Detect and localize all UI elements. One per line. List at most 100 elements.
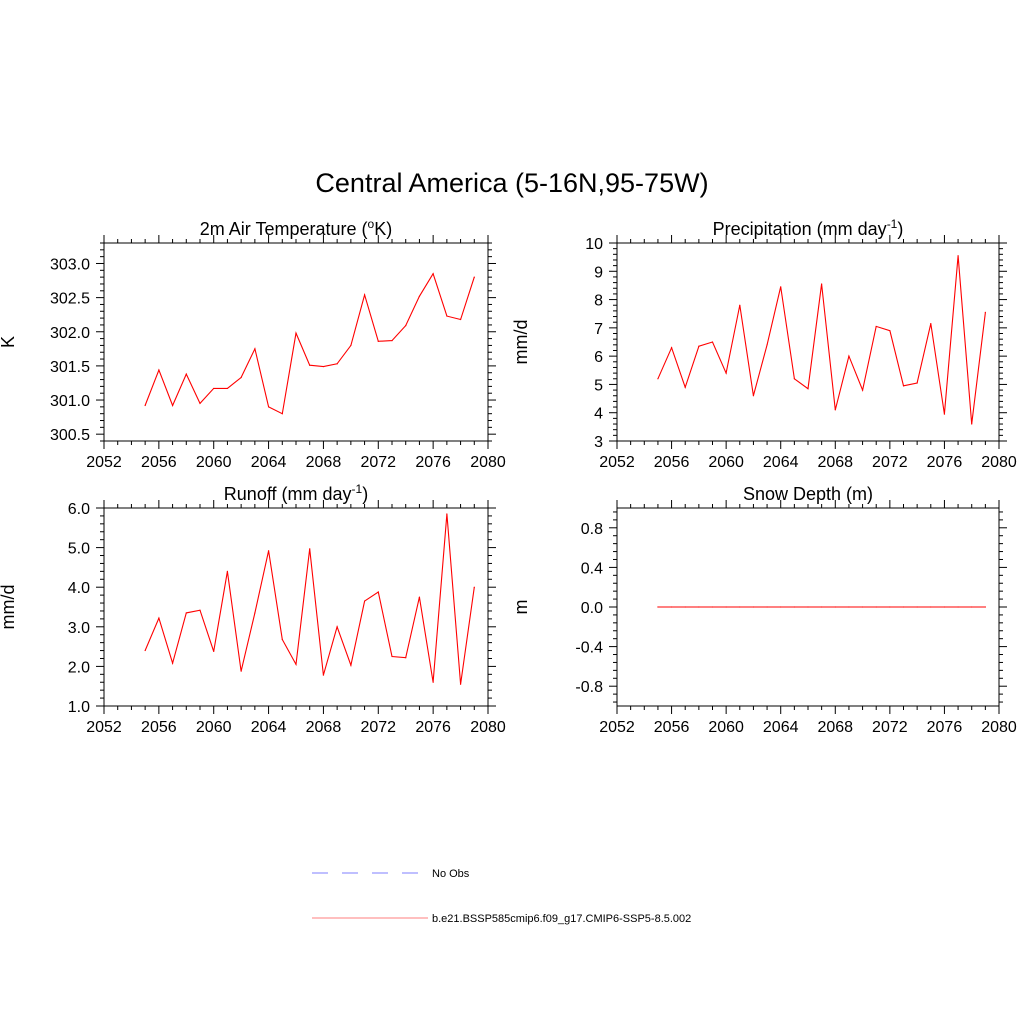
data-point	[971, 423, 973, 425]
data-point	[473, 276, 475, 278]
data-point	[377, 340, 379, 342]
data-point	[793, 378, 795, 380]
y-tick-label: 303.0	[50, 256, 90, 273]
data-point	[267, 550, 270, 552]
data-point	[957, 606, 959, 608]
series-line	[144, 513, 475, 685]
data-point	[984, 311, 986, 313]
y-tick-label: 4.0	[68, 580, 90, 597]
x-tick-label: 2080	[470, 719, 506, 736]
data-point	[971, 606, 973, 608]
x-tick-label: 2080	[470, 454, 506, 471]
data-point	[670, 606, 673, 608]
data-point	[725, 606, 727, 608]
x-tick-label: 2064	[251, 454, 287, 471]
data-point	[267, 406, 270, 408]
data-point	[158, 369, 160, 371]
x-tick-label: 2072	[360, 454, 396, 471]
page-title: Central America (5-16N,95-75W)	[315, 168, 709, 198]
data-point	[943, 606, 946, 608]
data-point	[657, 606, 659, 608]
data-point	[199, 609, 201, 611]
data-point	[418, 596, 421, 598]
data-point	[766, 344, 768, 346]
x-tick-label: 2064	[763, 719, 799, 736]
data-point	[363, 294, 366, 296]
data-point	[281, 638, 283, 641]
data-point	[766, 606, 768, 608]
data-point	[185, 612, 187, 614]
panel-title: Snow Depth (m)	[743, 484, 873, 504]
y-tick-label: 8	[594, 293, 603, 310]
data-point	[821, 283, 823, 285]
y-tick-label: 10	[585, 236, 603, 253]
data-point	[213, 650, 215, 652]
data-point	[916, 382, 918, 384]
data-point	[295, 663, 297, 666]
x-tick-label: 2056	[141, 719, 177, 736]
data-point	[363, 600, 366, 602]
data-point	[834, 606, 836, 608]
legend-item: No Obs	[312, 868, 470, 880]
y-axis-label: mm/d	[0, 585, 18, 630]
data-point	[158, 617, 160, 619]
x-tick-label: 2052	[599, 454, 635, 471]
data-point	[309, 548, 311, 550]
data-point	[432, 681, 434, 683]
y-tick-label: 3.0	[68, 620, 90, 637]
data-point	[889, 606, 891, 608]
series-line	[657, 255, 986, 425]
data-point	[807, 606, 809, 608]
x-tick-label: 2072	[360, 719, 396, 736]
panel-4: Snow Depth (m) m 2052 2056 2060 2064 2068 2072 2…	[511, 484, 1017, 736]
data-point	[780, 286, 782, 288]
y-tick-label: -0.8	[575, 679, 603, 696]
data-point	[875, 325, 877, 328]
data-point	[711, 341, 714, 343]
data-point	[336, 626, 338, 628]
data-point	[322, 674, 325, 676]
data-point	[780, 606, 782, 608]
x-tick-label: 2052	[86, 454, 122, 471]
data-point	[807, 388, 809, 390]
x-tick-label: 2060	[196, 719, 232, 736]
data-point	[185, 373, 187, 375]
y-tick-label: 3	[594, 434, 603, 451]
data-point	[295, 332, 297, 334]
y-tick-label: 301.0	[50, 393, 90, 410]
data-point	[350, 664, 352, 666]
x-tick-label: 2068	[817, 719, 853, 736]
data-point	[943, 413, 946, 415]
data-point	[459, 318, 462, 321]
data-point	[213, 387, 215, 390]
legend-label: b.e21.BSSP585cmip6.f09_g17.CMIP6-SSP5-8.…	[432, 913, 691, 925]
x-tick-label: 2068	[817, 454, 853, 471]
y-axis-label: m	[511, 600, 531, 615]
data-point	[834, 409, 836, 411]
data-point	[418, 295, 421, 297]
data-point	[821, 606, 823, 608]
data-point	[916, 606, 918, 608]
data-point	[875, 606, 877, 608]
data-point	[930, 606, 932, 608]
x-tick-label: 2076	[415, 454, 451, 471]
y-tick-label: 7	[594, 321, 603, 338]
data-point	[254, 348, 256, 350]
panel-2: Precipitation (mm day-1) mm/d 2052 2056 2060…	[511, 217, 1017, 471]
data-point	[752, 395, 755, 397]
data-point	[957, 255, 959, 257]
x-tick-label: 2072	[872, 454, 908, 471]
data-point	[739, 304, 741, 306]
plot-frame	[616, 242, 1000, 442]
data-point	[711, 606, 714, 608]
y-tick-label: 300.5	[50, 427, 90, 444]
data-point	[684, 606, 686, 608]
data-point	[144, 404, 146, 407]
data-point	[473, 586, 475, 588]
y-tick-label: 6.0	[68, 501, 90, 518]
data-point	[405, 657, 407, 659]
x-tick-label: 2076	[927, 454, 963, 471]
data-point	[698, 345, 700, 347]
data-point	[848, 606, 850, 608]
